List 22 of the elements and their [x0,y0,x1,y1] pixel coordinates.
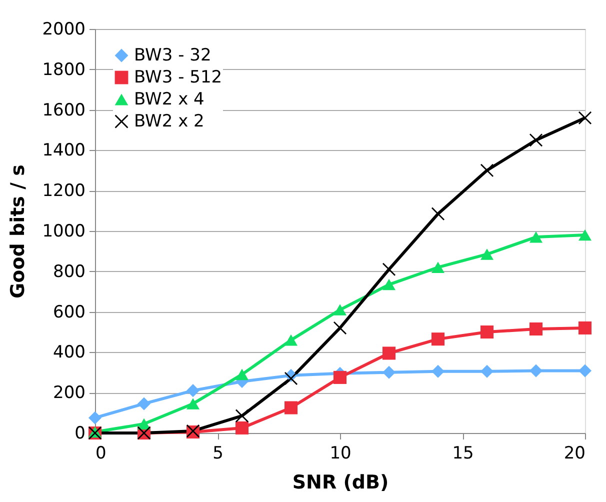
y-tick-label: 800 [53,262,86,282]
y-tick-label: 1800 [42,60,86,80]
legend-label: BW3 - 32 [134,46,212,66]
y-tick-label: 1000 [42,222,86,242]
y-tick-label: 600 [53,302,86,322]
legend-label: BW2 x 2 [134,112,204,132]
y-tick-label: 0 [74,424,86,444]
x-tick-label: 0 [96,444,106,464]
x-tick-label: 20 [564,444,586,464]
y-tick-label: 200 [53,383,86,404]
y-tick-label: 400 [53,342,86,363]
legend-label: BW3 - 512 [134,68,222,88]
y-tick-label: 1200 [42,181,86,202]
y-tick-label: 2000 [42,20,86,40]
legend-label: BW2 x 4 [134,90,204,110]
x-tick-label: 10 [330,444,352,464]
x-tick-label: 5 [212,444,224,464]
x-axis-title: SNR (dB) [292,472,389,494]
y-axis-title: Good bits / s [7,164,30,298]
y-tick-label: 1400 [42,140,86,161]
x-tick-label: 15 [452,444,474,464]
y-tick-label: 1600 [42,100,86,120]
